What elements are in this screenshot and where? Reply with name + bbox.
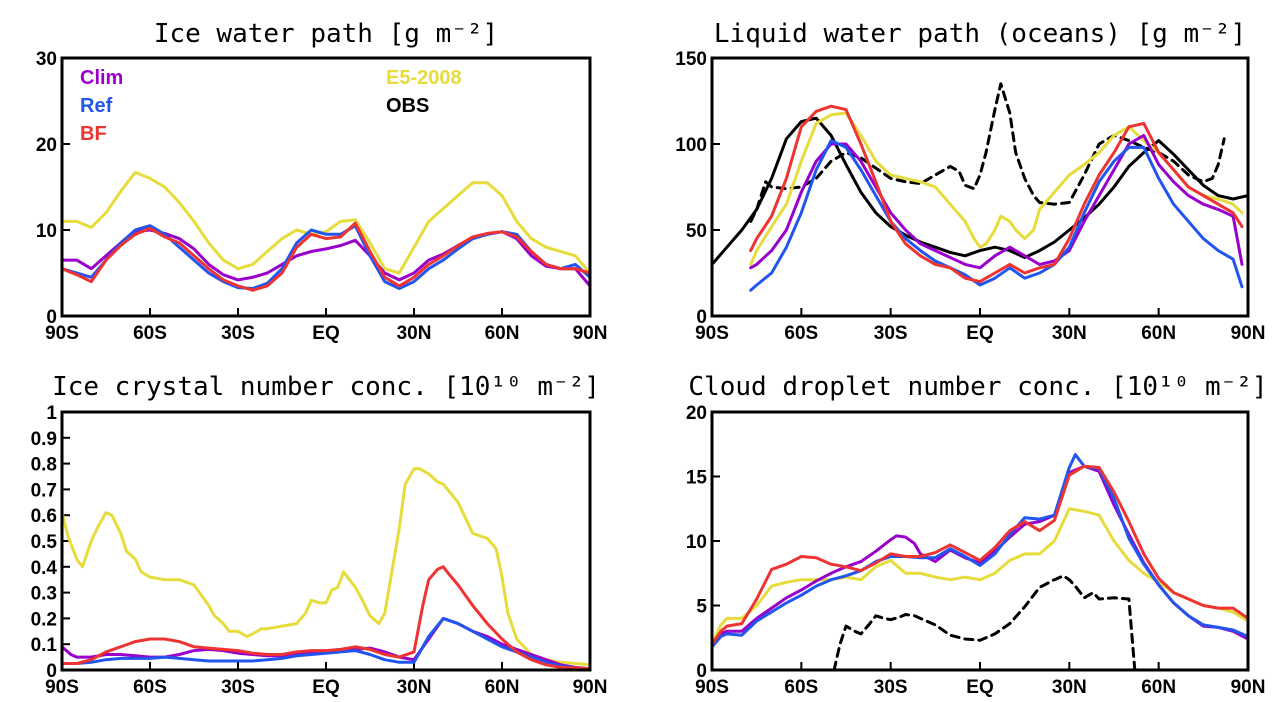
panel-liquid-water-path: Liquid water path (oceans) [g m⁻²] 90S 60… (675, 19, 1265, 344)
x-tick-label: 60N (485, 323, 520, 344)
x-tick-label: EQ (966, 323, 993, 344)
plot-frame (60, 56, 592, 318)
x-tick-label: EQ (966, 677, 993, 698)
plot-area (710, 82, 1250, 292)
series-line-clim (710, 464, 1250, 649)
y-tick-label: 0 (46, 307, 57, 328)
series-line-bf (749, 104, 1244, 284)
y-tick-label: 0.8 (31, 455, 57, 476)
y-tick-label: 0.2 (31, 609, 57, 630)
series-line-e5-2008 (60, 467, 592, 667)
axes: 90S 60S 30S EQ 30N 60N 90N 0 0.1 0.2 0.3 0.4 0.5 0.6 0… (31, 403, 608, 698)
y-tick-label: 0 (46, 661, 57, 682)
x-tick-label: 90N (573, 677, 608, 698)
panel-ice-crystal-number: Ice crystal number conc. [10¹⁰ m⁻²] 90S 6… (31, 372, 608, 698)
x-tick-label: 90S (695, 677, 729, 698)
y-tick-label: 10 (36, 221, 57, 242)
panel-title: Ice crystal number conc. [10¹⁰ m⁻²] (52, 372, 600, 402)
series-line-ref (710, 453, 1250, 649)
y-tick-label: 1 (46, 403, 57, 424)
series-line-obs-dashed (749, 82, 1226, 223)
x-tick-label: 90N (1231, 677, 1266, 698)
y-tick-label: 50 (686, 221, 707, 242)
axes: 90S 60S 30S EQ 30N 60N 90N 0 50 100 150 (675, 49, 1265, 344)
y-tick-label: 0 (696, 307, 707, 328)
plot-frame (60, 410, 592, 672)
series-line-e5-2008 (710, 507, 1250, 646)
x-tick-label: 30S (874, 323, 908, 344)
x-tick-label: 30S (874, 677, 908, 698)
y-tick-label: 20 (36, 135, 57, 156)
series-line-ref (60, 616, 592, 671)
x-tick-label: 60N (1141, 677, 1176, 698)
series-line-obs-solid (710, 116, 1250, 266)
plot-area (710, 453, 1250, 672)
panel-title: Liquid water path (oceans) [g m⁻²] (714, 19, 1246, 49)
y-tick-label: 150 (675, 49, 707, 70)
legend-label-bf: BF (80, 123, 107, 145)
x-tick-label: EQ (312, 677, 339, 698)
y-tick-label: 20 (686, 403, 707, 424)
series-line-e5-2008 (749, 111, 1244, 266)
series-line-bf (60, 565, 592, 671)
x-tick-label: 30N (397, 677, 432, 698)
plot-frame (710, 410, 1250, 672)
x-tick-label: 30S (221, 323, 255, 344)
x-tick-label: 60S (784, 677, 818, 698)
plot-area (60, 467, 592, 671)
y-tick-label: 30 (36, 49, 57, 70)
series-line-e5-2008 (60, 170, 592, 275)
y-tick-label: 0.9 (31, 429, 57, 450)
legend: Clim Ref BF E5-2008 OBS (80, 67, 462, 145)
y-tick-label: 0.4 (31, 558, 58, 579)
axes: 90S 60S 30S EQ 30N 60N 90N 0 10 20 30 (36, 49, 608, 344)
x-tick-label: 30S (221, 677, 255, 698)
x-tick-label: 60N (485, 677, 520, 698)
legend-label-clim: Clim (80, 67, 123, 89)
x-tick-label: EQ (312, 323, 339, 344)
x-tick-label: 60N (1141, 323, 1176, 344)
plot-area (60, 170, 592, 292)
y-tick-label: 0.1 (31, 635, 58, 656)
y-tick-label: 0.7 (31, 480, 57, 501)
axes: 90S 60S 30S EQ 30N 60N 90N 0 5 10 15 20 (686, 403, 1266, 698)
y-tick-label: 5 (696, 597, 707, 618)
series-line-obs (832, 574, 1137, 672)
x-tick-label: 90S (45, 323, 79, 344)
legend-label-e5-2008: E5-2008 (386, 67, 462, 89)
x-tick-label: 30N (1052, 677, 1087, 698)
x-tick-label: 30N (397, 323, 432, 344)
legend-label-ref: Ref (80, 95, 113, 117)
panel-ice-water-path: Ice water path [g m⁻²] 90S 60S 30S EQ 30N 60N… (36, 19, 608, 344)
x-tick-label: 60S (133, 323, 167, 344)
y-tick-label: 10 (686, 532, 707, 553)
x-tick-label: 90N (1231, 323, 1266, 344)
panel-cloud-droplet-number: Cloud droplet number conc. [10¹⁰ m⁻²] 90… (686, 372, 1268, 698)
series-line-ref (749, 139, 1244, 292)
x-tick-label: 60S (784, 323, 818, 344)
plot-frame (710, 56, 1250, 318)
x-tick-label: 60S (133, 677, 167, 698)
x-tick-label: 90N (573, 323, 608, 344)
x-tick-label: 90S (695, 323, 729, 344)
x-tick-label: 90S (45, 677, 79, 698)
y-tick-label: 0.5 (31, 532, 58, 553)
series-line-bf (60, 221, 592, 292)
panel-title: Cloud droplet number conc. [10¹⁰ m⁻²] (688, 372, 1267, 402)
y-tick-label: 0.6 (31, 506, 57, 527)
panel-title: Ice water path [g m⁻²] (154, 19, 498, 49)
legend-label-obs: OBS (386, 95, 429, 117)
x-tick-label: 30N (1052, 323, 1087, 344)
y-tick-label: 100 (675, 135, 707, 156)
y-tick-label: 15 (686, 468, 708, 489)
y-tick-label: 0.3 (31, 584, 57, 605)
y-tick-label: 0 (696, 661, 707, 682)
series-line-bf (710, 464, 1250, 646)
